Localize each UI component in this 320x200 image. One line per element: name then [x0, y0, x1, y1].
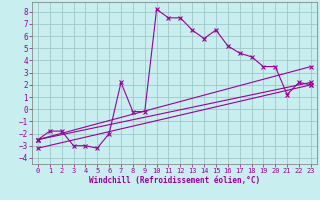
X-axis label: Windchill (Refroidissement éolien,°C): Windchill (Refroidissement éolien,°C) — [89, 176, 260, 185]
